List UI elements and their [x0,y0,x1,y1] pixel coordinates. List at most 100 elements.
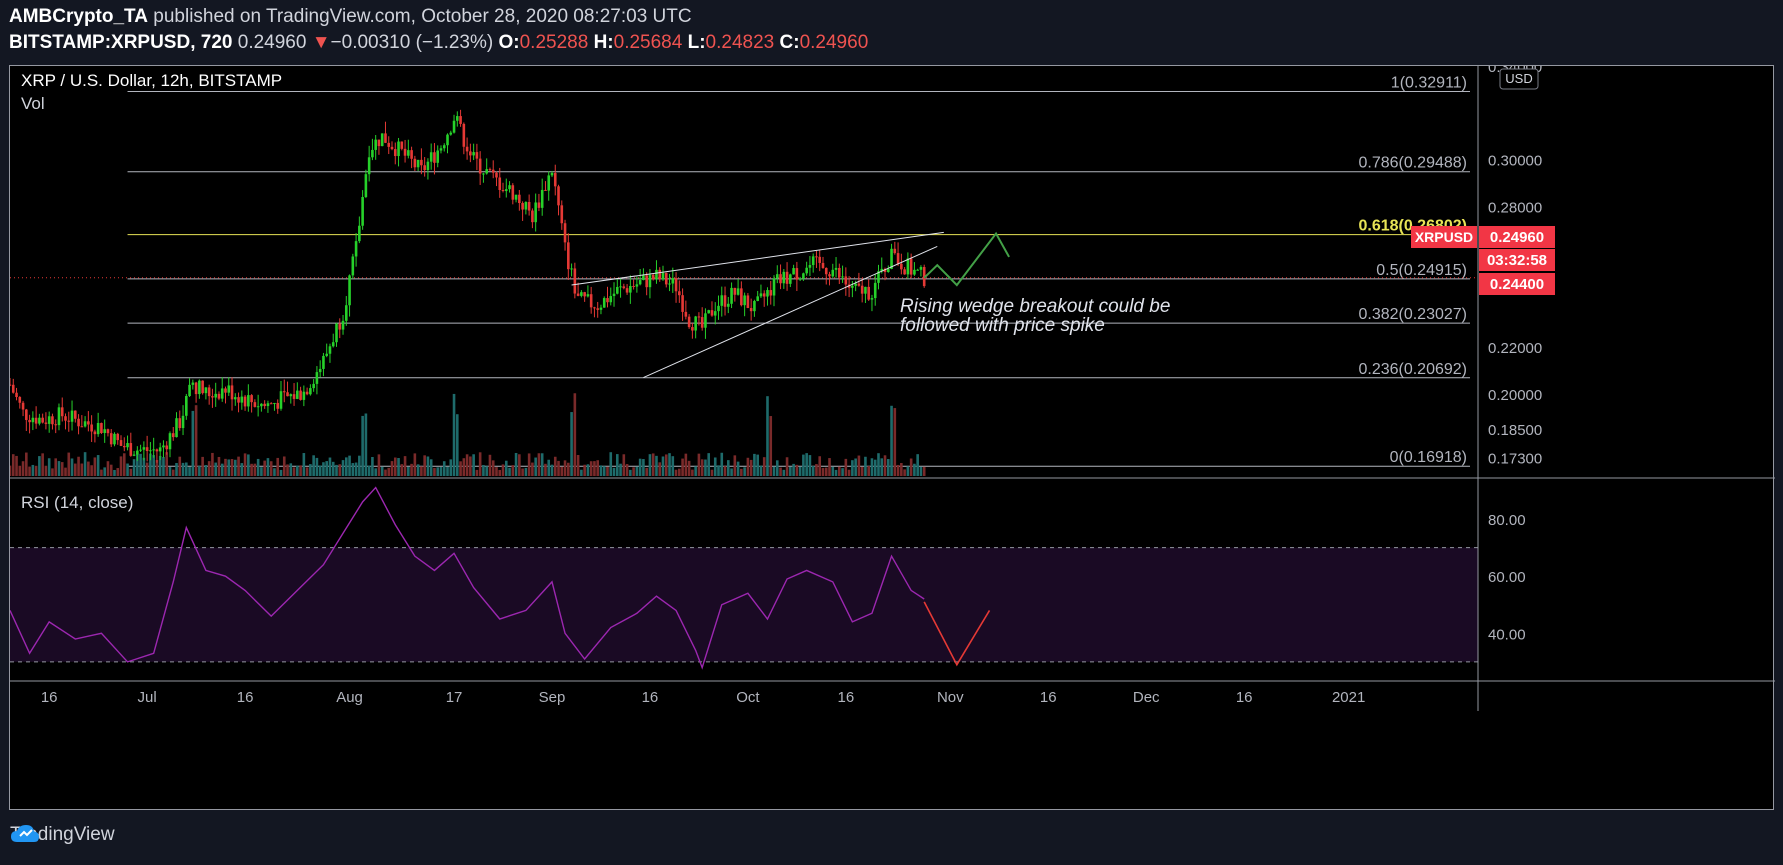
fib-retracement[interactable]: 1(0.32911)0.786(0.29488)0.618(0.26802)0.… [127,75,1470,467]
volume-bar [860,466,864,476]
volume-bar [188,467,191,476]
candle-body [717,305,720,312]
candle-body [380,133,384,147]
candle-body [305,391,309,395]
candle-body [47,416,51,424]
volume-bar [233,459,237,476]
candle-body [798,278,802,280]
countdown-tag-text: 03:32:58 [1487,252,1547,269]
candle-body [188,384,191,397]
candle-body [818,256,822,263]
candle-body [390,146,394,150]
candle-body [168,433,172,450]
candle-body [700,317,704,328]
volume-bar [798,466,802,476]
candle-body [273,402,276,404]
candle-body [211,396,214,398]
candle-body [465,146,469,152]
candle-body [109,433,113,445]
volume-bar [651,453,655,476]
candle-body [25,409,28,420]
volume-bar [589,461,593,476]
volume-bar [671,456,675,476]
volume-bar [116,468,120,476]
volume-bar [808,455,812,476]
wedge-lower-line[interactable] [643,245,938,379]
volume-bar [305,467,309,476]
candle-body [237,397,240,403]
candle-body [491,169,495,173]
volume-bar [28,466,31,476]
candle-body [348,275,351,306]
annotation-line-2[interactable]: followed with price spike [900,315,1105,336]
candle-body [207,387,211,397]
volume-bar [279,469,283,476]
volume-bar [80,463,84,476]
volume-bar [707,453,711,476]
candle-body [139,449,142,451]
volume-bar [478,452,482,476]
volume-bar [576,455,580,476]
currency-badge[interactable] [1499,68,1539,90]
candle-body [635,284,639,287]
volume-bar [64,467,67,476]
volume-bar [723,466,727,476]
tradingview-logo[interactable]: TradingView [10,824,115,846]
candle-body [149,450,152,452]
price-tags: XRPUSD 0.24960 03:32:58 0.24400 [1411,226,1555,295]
annotation-line-1[interactable]: Rising wedge breakout could be [900,296,1170,317]
currency-label: USD [1505,71,1532,86]
volume-bar [191,410,195,476]
publisher-name[interactable]: AMBCrypto_TA [9,6,148,27]
candle-body [625,288,629,293]
candle-body [821,262,825,268]
fib-label-0.5: 0.5(0.24915) [1376,262,1467,279]
candle-body [527,202,531,211]
candle-body [400,141,404,149]
fib-label-0.236: 0.236(0.20692) [1358,361,1467,378]
candle-body [511,185,515,200]
volume-bar [547,459,551,476]
volume-bar [194,405,198,476]
volume-bar [51,468,54,476]
price-tick-label: 0.17300 [1488,450,1542,467]
symbol-interval: BITSTAMP:XRPUSD, 720 [9,32,233,53]
chart-canvas[interactable]: 1(0.32911)0.786(0.29488)0.618(0.26802)0.… [10,66,1775,811]
projection-arrow[interactable] [923,231,1010,287]
volume-bar [15,455,18,476]
candle-body [749,308,753,312]
candle-body [488,169,492,171]
candle-body [322,355,325,369]
wedge-upper-line[interactable] [571,231,944,286]
pane-title: XRP / U.S. Dollar, 12h, BITSTAMP [21,71,282,90]
volume-bar [537,453,541,476]
candle-body [893,248,897,254]
candle-body [704,313,707,328]
candle-body [309,388,312,395]
volume-bar [276,457,280,476]
candle-body [537,202,541,208]
candle-body [772,278,776,296]
volume-bar [746,457,750,476]
candle-body [416,159,420,168]
chart-header: AMBCrypto_TA published on TradingView.co… [0,0,1783,64]
candle-body [217,393,221,399]
volume-bar [694,466,697,476]
chart-frame[interactable]: 1(0.32911)0.786(0.29488)0.618(0.26802)0.… [9,65,1775,811]
volume-bar [469,456,472,476]
volume-bar [557,460,560,476]
candle-body [792,268,795,275]
volume-bar [87,461,90,476]
volume-label: Vol [21,94,45,113]
candle-body [831,269,835,277]
volume-bar [407,466,410,476]
volume-bar [34,465,38,476]
candle-body [713,311,717,316]
rsi-projection-arrow[interactable] [923,601,991,667]
volume-bar [717,465,720,476]
candle-body [312,383,315,389]
candle-body [220,388,224,399]
candle-body [684,311,688,317]
volume-bar [181,462,185,476]
trend-drawings[interactable] [571,231,1010,379]
